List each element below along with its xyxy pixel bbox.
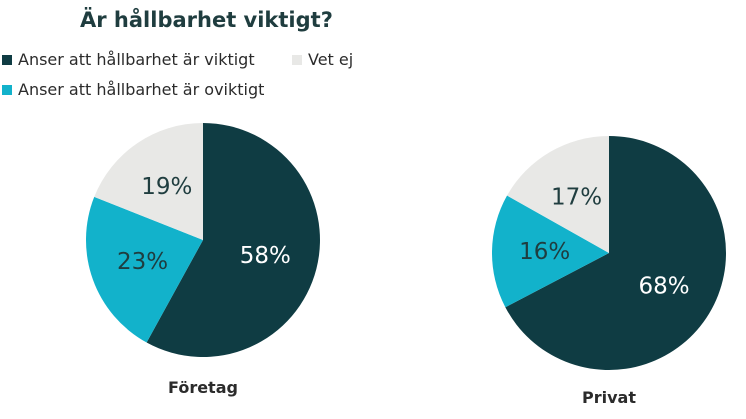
legend-swatch-vet-ej [292, 54, 302, 65]
pie-foretag: 58% 23% 19% [86, 123, 320, 357]
data-label-privat-vet-ej: 17% [551, 184, 602, 210]
data-label-foretag-viktigt: 58% [240, 243, 291, 269]
legend-swatch-oviktigt [2, 84, 12, 95]
chart-legend: Anser att hållbarhet är viktigt Vet ej A… [0, 48, 746, 118]
chart-caption-privat: Privat [582, 388, 636, 407]
pie-slice-foretag-oviktigt [86, 196, 203, 343]
pie-slice-foretag-vet-ej [94, 123, 203, 240]
legend-item-vet-ej: Vet ej [292, 50, 353, 69]
legend-label-vet-ej: Vet ej [308, 50, 354, 69]
legend-item-viktigt: Anser att hållbarhet är viktigt [2, 50, 255, 69]
pie-slice-privat-viktigt [505, 136, 727, 370]
chart-title: Är hållbarhet viktigt? [80, 8, 333, 32]
legend-item-oviktigt: Anser att hållbarhet är oviktigt [2, 80, 264, 99]
chart-caption-foretag: Företag [168, 378, 238, 397]
data-label-foretag-oviktigt: 23% [117, 249, 168, 275]
data-label-privat-oviktigt: 16% [519, 239, 570, 265]
data-label-foretag-vet-ej: 19% [141, 174, 192, 200]
legend-label-viktigt: Anser att hållbarhet är viktigt [18, 50, 255, 69]
pie-slice-foretag-viktigt [146, 123, 320, 357]
pie-slice-privat-vet-ej [507, 136, 609, 253]
pie-privat: 68% 16% 17% [491, 136, 727, 370]
pie-slice-privat-oviktigt [491, 195, 609, 308]
legend-swatch-viktigt [2, 54, 12, 65]
data-label-privat-viktigt: 68% [638, 273, 689, 299]
legend-label-oviktigt: Anser att hållbarhet är oviktigt [18, 80, 265, 99]
